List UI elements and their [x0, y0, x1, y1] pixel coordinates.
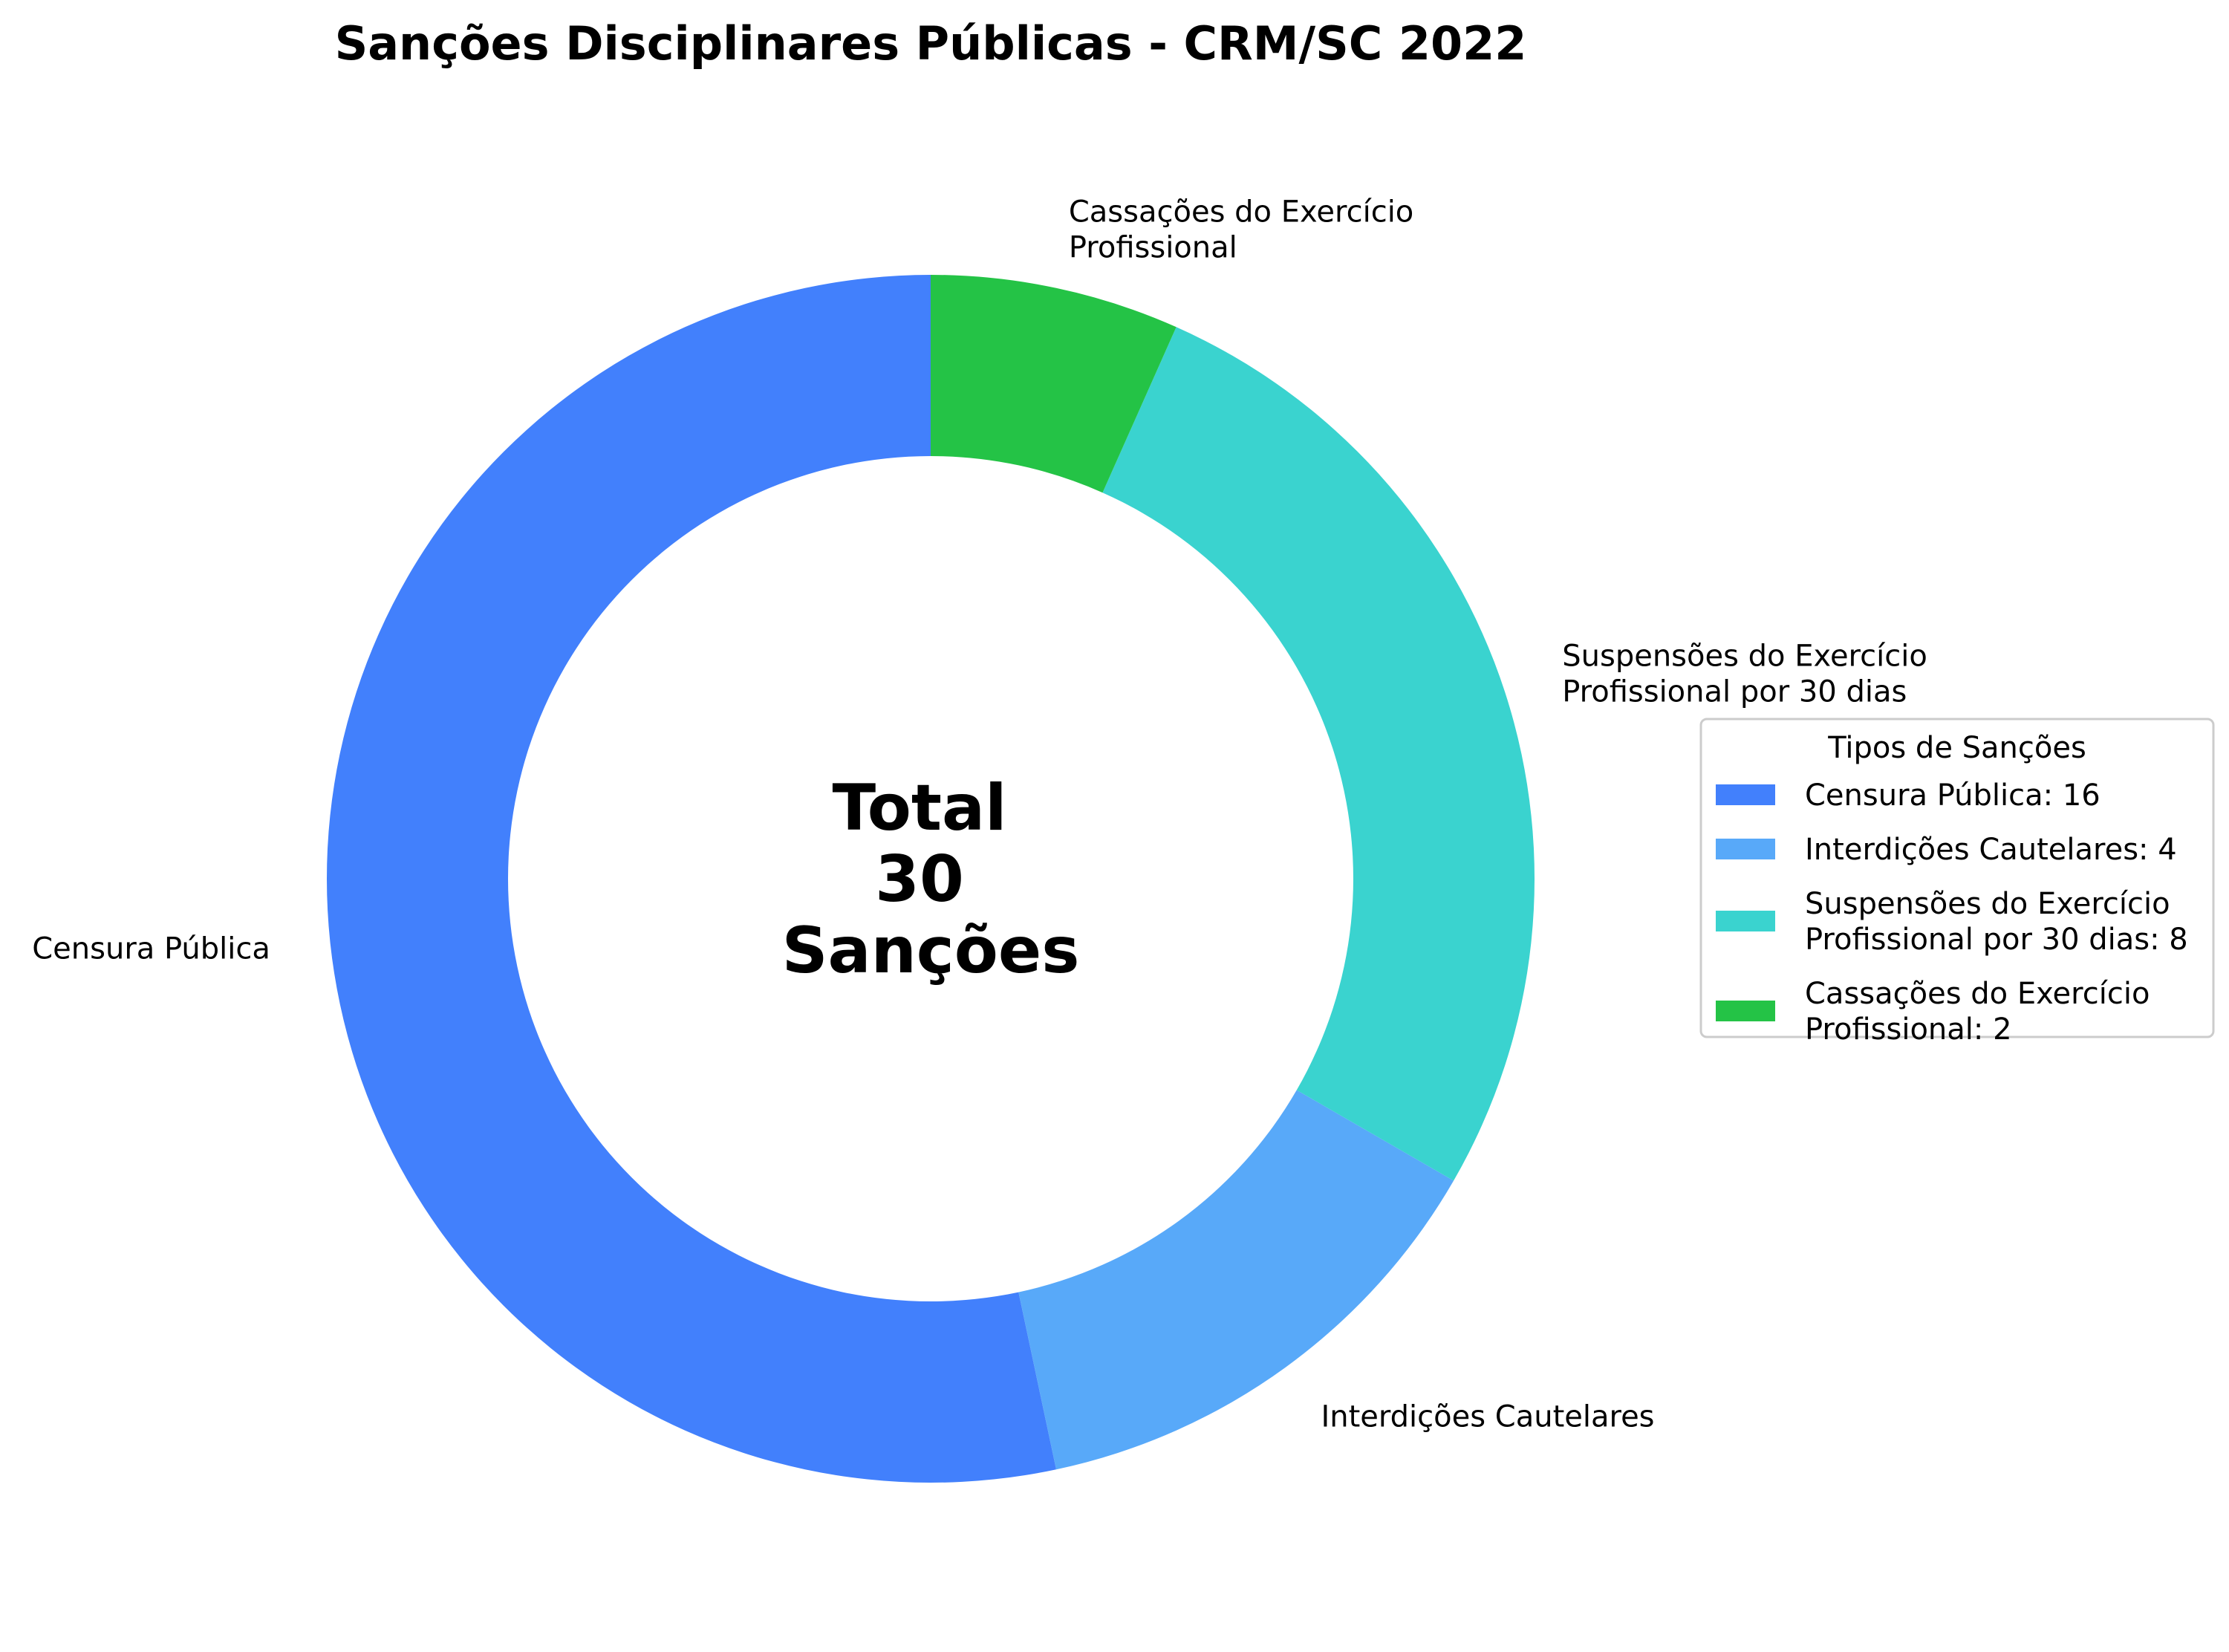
center-line-2: 30 [875, 842, 964, 917]
legend-frame [1699, 718, 2215, 1038]
slice-label-line: Suspensões do Exercício [1562, 640, 1927, 674]
legend: Tipos de Sanções Censura Pública: 16 Inte… [1699, 718, 2215, 1047]
slice-label-line: Profissional [1069, 231, 1237, 265]
slice-labels: Censura Pública Interdições Cautelares Sus… [32, 195, 1927, 1434]
slice-label-0: Censura Pública [32, 931, 270, 966]
center-line-3: Sanções [782, 914, 1080, 988]
legend-label-line: Censura Pública: 16 [1805, 778, 2101, 813]
slice-2 [1102, 327, 1535, 1181]
legend-entries: Censura Pública: 16 Interdições Cautelare… [1716, 778, 2188, 1047]
legend-swatch-2 [1716, 911, 1775, 931]
legend-swatch-1 [1716, 839, 1775, 859]
legend-title: Tipos de Sanções [1827, 731, 2086, 765]
legend-label-0: Censura Pública: 16 [1805, 778, 2101, 813]
legend-label-line: Interdições Cautelares: 4 [1805, 833, 2177, 867]
center-total-text: Total 30 Sanções [782, 771, 1080, 988]
slice-3 [931, 275, 1177, 493]
slice-label-line: Interdições Cautelares [1321, 1399, 1654, 1434]
legend-label-line: Profissional: 2 [1805, 1012, 2012, 1047]
slice-1 [1018, 1090, 1454, 1470]
legend-label-line: Suspensões do Exercício [1805, 887, 2170, 921]
legend-swatch-0 [1716, 784, 1775, 805]
donut-slices [326, 274, 1535, 1483]
slice-label-3: Cassações do Exercício Profissional [1069, 195, 1413, 265]
slice-label-line: Cassações do Exercício [1069, 195, 1413, 230]
legend-label-1: Interdições Cautelares: 4 [1805, 833, 2177, 867]
slice-label-line: Profissional por 30 dias [1562, 675, 1907, 709]
chart-title: Sanções Disciplinares Públicas - CRM/SC … [335, 16, 1527, 71]
slice-label-1: Interdições Cautelares [1321, 1399, 1654, 1434]
slice-0 [326, 274, 1057, 1483]
slice-label-2: Suspensões do Exercício Profissional por … [1562, 640, 1927, 709]
center-line-1: Total [833, 771, 1007, 845]
legend-label-3: Cassações do Exercício Profissional: 2 [1805, 977, 2150, 1047]
legend-label-line: Profissional por 30 dias: 8 [1805, 923, 2188, 957]
legend-label-line: Cassações do Exercício [1805, 977, 2150, 1011]
legend-label-2: Suspensões do Exercício Profissional por … [1805, 887, 2188, 957]
slice-label-line: Censura Pública [32, 931, 270, 966]
legend-swatch-3 [1716, 1001, 1775, 1021]
